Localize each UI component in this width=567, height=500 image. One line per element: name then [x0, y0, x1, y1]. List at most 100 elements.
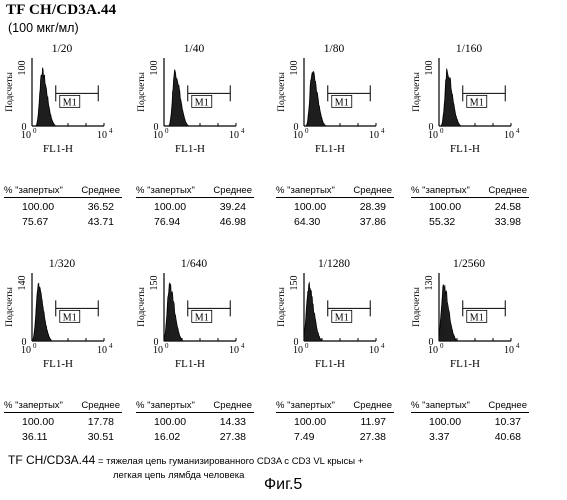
gated-percent-header: % "запертых": [276, 185, 335, 196]
gate-label: M1: [335, 97, 349, 108]
x-axis-label: FL1-H: [43, 358, 73, 370]
x-axis-label: FL1-H: [175, 358, 205, 370]
gated-percent-value: 100.00: [294, 416, 326, 428]
x-min-tick-exponent: 0: [305, 342, 309, 350]
x-min-tick-exponent: 0: [33, 127, 37, 135]
gated-percent-value: 100.00: [429, 201, 461, 213]
mean-value: 10.37: [495, 416, 521, 428]
stats-header: % "запертых" Среднее: [276, 185, 394, 198]
stats-row: 100.0036.52: [4, 198, 122, 213]
histogram-plot: 1/20Подсчеты1000M1100104FL1-H: [2, 40, 142, 160]
stats-header: % "запертых"Среднее: [4, 400, 122, 413]
dilution-label: 1/2560: [453, 258, 485, 270]
stats-table: % "запертых"Среднее100.0036.5275.6743.71: [4, 185, 122, 228]
stats-row: 36.11 30.51: [4, 428, 122, 443]
x-max-tick-exponent: 4: [381, 127, 385, 135]
gate-label: M1: [195, 97, 209, 108]
y-max-tick: 140: [17, 276, 28, 291]
mean-header: Среднее: [353, 400, 392, 411]
stats-row: 7.49 27.38: [276, 428, 394, 443]
gated-percent-value: 55.32: [429, 216, 455, 228]
stats-table: % "запертых"Среднее100.0024.5855.3233.98: [411, 185, 529, 228]
mean-header: Среднее: [488, 400, 527, 411]
x-max-tick: 10: [97, 130, 107, 141]
gated-percent-header: % "запертых": [136, 185, 195, 196]
x-min-tick: 10: [153, 130, 163, 141]
gate-label: M1: [335, 312, 349, 323]
mean-value: 27.38: [360, 431, 386, 443]
x-min-tick-exponent: 0: [440, 342, 444, 350]
gate-label: M1: [63, 312, 77, 323]
stats-row: 76.9446.98: [136, 213, 254, 228]
stats-table: % "запертых"Среднее100.0011.977.4927.38: [276, 400, 394, 443]
gated-percent-value: 100.00: [429, 416, 461, 428]
x-max-tick: 10: [97, 345, 107, 356]
stats-header: % "запертых" Среднее: [411, 400, 529, 413]
x-max-tick: 10: [369, 130, 379, 141]
y-max-tick: 100: [289, 61, 300, 76]
gated-percent-header: % "запертых": [411, 400, 470, 411]
mean-value: 43.71: [88, 216, 114, 228]
gate-label: M1: [470, 97, 484, 108]
dilution-label: 1/80: [324, 43, 345, 55]
mean-value: 46.98: [220, 216, 246, 228]
stats-row: 3.37 40.68: [411, 428, 529, 443]
x-axis-label: FL1-H: [315, 358, 345, 370]
stats-header: % "запертых"Среднее: [276, 400, 394, 413]
x-min-tick: 10: [153, 345, 163, 356]
mean-header: Среднее: [81, 185, 120, 196]
gated-percent-value: 100.00: [154, 201, 186, 213]
x-max-tick-exponent: 4: [516, 342, 520, 350]
histogram-plot: 1/2560Подсчеты1300M1100104FL1-H: [409, 255, 549, 375]
stats-header: % "запертых"Среднее: [136, 400, 254, 413]
mean-header: Среднее: [353, 185, 392, 196]
x-max-tick: 10: [504, 130, 514, 141]
x-min-tick: 10: [293, 130, 303, 141]
x-min-tick: 10: [428, 130, 438, 141]
mean-value: 28.39: [360, 201, 386, 213]
stats-table: % "запертых"Среднее100.0017.7836.1130.51: [4, 400, 122, 443]
gated-percent-value: 7.49: [294, 431, 314, 443]
gated-percent-value: 3.37: [429, 431, 449, 443]
x-max-tick: 10: [229, 345, 239, 356]
mean-value: 40.68: [495, 431, 521, 443]
stats-row: 100.0039.24: [136, 198, 254, 213]
y-max-tick: 150: [149, 276, 160, 291]
x-max-tick-exponent: 4: [109, 127, 113, 135]
gated-percent-value: 16.02: [154, 431, 180, 443]
stats-table: % "запертых"Среднее100.0014.3316.0227.38: [136, 400, 254, 443]
y-axis-label: Подсчеты: [277, 287, 287, 327]
y-axis-label: Подсчеты: [412, 287, 422, 327]
x-max-tick-exponent: 4: [241, 342, 245, 350]
gated-percent-value: 100.00: [22, 201, 54, 213]
mean-value: 24.58: [495, 201, 521, 213]
histogram-plot: 1/1280Подсчеты1500M1100104FL1-H: [274, 255, 414, 375]
y-axis-label: Подсчеты: [5, 287, 15, 327]
x-max-tick: 10: [369, 345, 379, 356]
dilution-label: 1/20: [52, 43, 73, 55]
x-axis-label: FL1-H: [315, 143, 345, 155]
gated-percent-value: 100.00: [22, 416, 54, 428]
y-axis-label: Подсчеты: [5, 72, 15, 112]
gate-label: M1: [195, 312, 209, 323]
x-max-tick: 10: [504, 345, 514, 356]
x-axis-label: FL1-H: [43, 143, 73, 155]
concentration-subtitle: (100 мкг/мл): [8, 21, 79, 35]
stats-table: % "запертых"Среднее100.0039.2476.9446.98: [136, 185, 254, 228]
y-max-tick: 100: [424, 61, 435, 76]
x-max-tick-exponent: 4: [109, 342, 113, 350]
histogram-plot: 1/40Подсчеты1000M1100104FL1-H: [134, 40, 274, 160]
footnote-line-1: = тяжелая цепь гуманизированного CD3A с …: [95, 456, 363, 467]
x-min-tick-exponent: 0: [165, 127, 169, 135]
stats-row: 75.6743.71: [4, 213, 122, 228]
mean-value: 30.51: [88, 431, 114, 443]
gated-percent-value: 36.11: [22, 431, 48, 443]
mean-value: 33.98: [495, 216, 521, 228]
y-max-tick: 150: [289, 276, 300, 291]
figure-title: TF CH/CD3A.44: [6, 2, 116, 19]
gate-label: M1: [470, 312, 484, 323]
stats-row: 100.00 24.58: [411, 198, 529, 213]
x-min-tick: 10: [21, 130, 31, 141]
gated-percent-header: % "запертых": [4, 400, 63, 411]
dilution-label: 1/640: [181, 258, 207, 270]
